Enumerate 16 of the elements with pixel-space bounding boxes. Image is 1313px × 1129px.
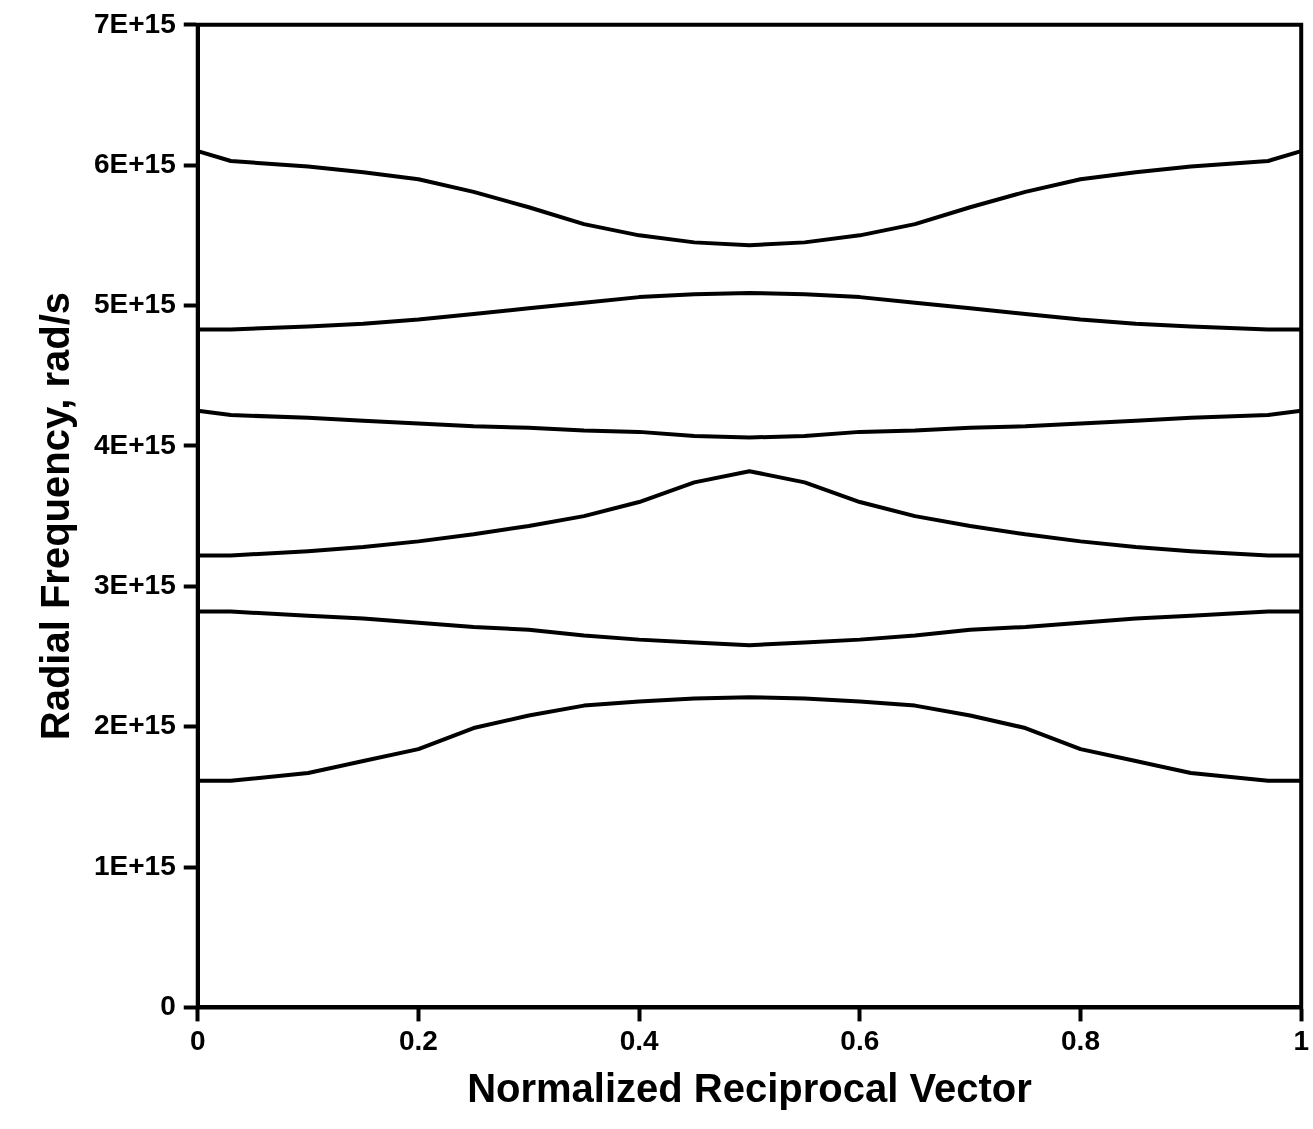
y-tick-label: 0 [160,990,176,1022]
y-tick-label: 2E+15 [93,709,176,741]
y-tick-label: 5E+15 [93,288,176,320]
x-tick-label: 1 [1293,1024,1309,1056]
x-tick-label: 0.6 [840,1024,880,1056]
y-tick-label: 1E+15 [93,849,176,881]
x-tick-label: 0 [189,1024,206,1056]
y-axis-title: Radial Frequency, rad/s [33,291,78,741]
x-tick-label: 0.4 [619,1024,660,1056]
y-tick-label: 4E+15 [93,428,176,460]
x-axis-title: Normalized Reciprocal Vector [467,1066,1032,1111]
y-tick-label: 7E+15 [93,7,176,39]
x-tick-label: 0.8 [1061,1024,1100,1056]
x-tick-label: 0.2 [398,1024,438,1056]
y-tick-label: 6E+15 [93,147,176,179]
y-tick-label: 3E+15 [93,569,176,600]
